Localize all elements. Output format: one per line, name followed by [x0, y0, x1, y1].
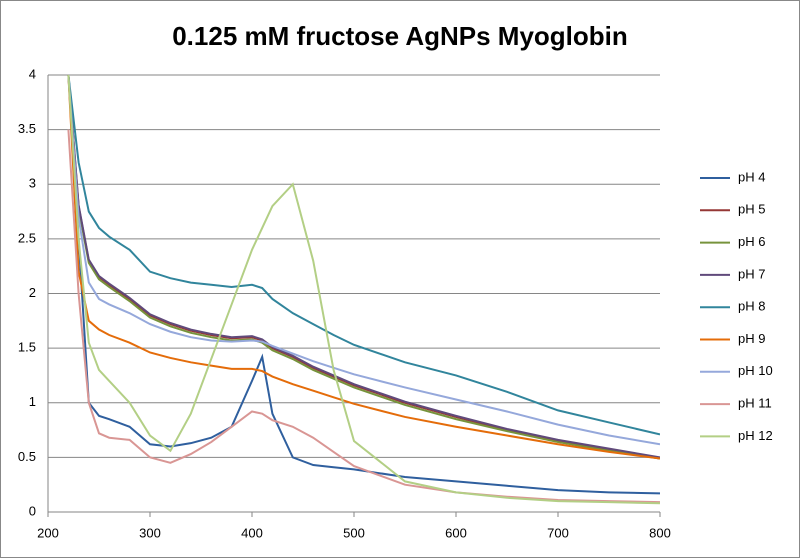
- legend-label: pH 8: [738, 299, 765, 314]
- y-tick-label: 2.5: [18, 230, 36, 245]
- x-tick-label: 300: [139, 525, 161, 540]
- chart-title: 0.125 mM fructose AgNPs Myoglobin: [172, 21, 628, 51]
- legend-label: pH 12: [738, 428, 773, 443]
- legend-label: pH 6: [738, 234, 765, 249]
- y-tick-label: 0.5: [18, 449, 36, 464]
- legend-label: pH 9: [738, 331, 765, 346]
- series-line: [67, 75, 660, 459]
- series-line: [67, 75, 660, 505]
- x-tick-label: 700: [547, 525, 569, 540]
- y-tick-label: 0: [29, 503, 36, 518]
- x-tick-label: 600: [445, 525, 467, 540]
- x-tick-label: 500: [343, 525, 365, 540]
- legend-label: pH 4: [738, 169, 765, 184]
- legend-label: pH 11: [738, 396, 772, 411]
- x-tick-label: 400: [241, 525, 263, 540]
- legend-label: pH 7: [738, 266, 765, 281]
- series-line: [67, 75, 660, 495]
- y-tick-label: 3.5: [18, 121, 36, 136]
- y-tick-label: 2: [29, 285, 36, 300]
- legend-label: pH 10: [738, 363, 773, 378]
- series-line: [67, 75, 660, 460]
- series-line: [67, 75, 660, 436]
- y-tick-label: 3: [29, 176, 36, 191]
- x-tick-label: 800: [649, 525, 671, 540]
- x-tick-label: 200: [37, 525, 59, 540]
- y-tick-label: 4: [29, 66, 36, 81]
- legend-label: pH 5: [738, 202, 765, 217]
- series-line: [67, 75, 660, 446]
- plot-area: [67, 75, 660, 505]
- y-tick-label: 1: [29, 394, 36, 409]
- y-tick-label: 1.5: [18, 340, 36, 355]
